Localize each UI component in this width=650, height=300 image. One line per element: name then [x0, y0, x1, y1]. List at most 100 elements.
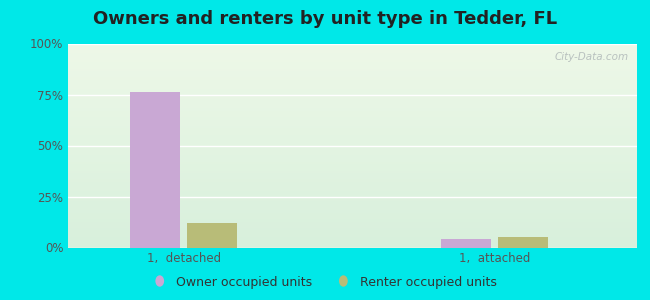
Bar — [68, 177, 637, 178]
Bar — [68, 142, 637, 143]
Bar — [187, 223, 237, 248]
Bar — [68, 125, 637, 126]
Bar — [68, 63, 637, 64]
Bar — [68, 209, 637, 210]
Bar — [68, 148, 637, 150]
Bar — [68, 120, 637, 121]
Bar — [68, 187, 637, 188]
Bar — [68, 92, 637, 94]
Bar — [68, 78, 637, 79]
Bar — [68, 225, 637, 226]
Bar — [68, 145, 637, 146]
Bar — [68, 200, 637, 201]
Bar — [68, 80, 637, 81]
Bar — [68, 54, 637, 55]
Bar — [68, 166, 637, 167]
Bar — [68, 243, 637, 244]
Bar — [68, 84, 637, 85]
Bar — [68, 189, 637, 190]
Bar — [68, 168, 637, 169]
Bar — [68, 95, 637, 97]
Bar — [68, 44, 637, 46]
Bar — [68, 109, 637, 110]
Bar — [68, 236, 637, 237]
Bar — [68, 235, 637, 236]
Bar — [68, 81, 637, 82]
Bar — [68, 98, 637, 99]
Bar — [68, 155, 637, 156]
Bar — [68, 245, 637, 247]
Bar — [68, 103, 637, 104]
Bar — [68, 90, 637, 92]
Bar — [68, 216, 637, 217]
Bar — [68, 53, 637, 54]
Bar — [68, 105, 637, 106]
Bar — [68, 76, 637, 77]
Bar — [68, 79, 637, 80]
Bar — [68, 175, 637, 176]
Bar — [68, 233, 637, 234]
Bar — [68, 214, 637, 215]
Bar — [68, 238, 637, 239]
Bar — [68, 231, 637, 232]
Bar — [68, 186, 637, 187]
Bar — [68, 239, 637, 240]
Bar — [68, 138, 637, 140]
Bar — [68, 152, 637, 153]
Bar — [68, 116, 637, 117]
Bar — [68, 151, 637, 152]
Bar — [68, 237, 637, 238]
Bar — [68, 223, 637, 224]
Bar — [68, 119, 637, 120]
Bar — [68, 77, 637, 78]
Bar — [68, 113, 637, 114]
Bar — [68, 201, 637, 202]
Bar — [68, 88, 637, 89]
Bar — [68, 157, 637, 158]
Bar — [68, 106, 637, 107]
Bar — [68, 67, 637, 68]
Bar — [68, 143, 637, 145]
Bar — [68, 167, 637, 168]
Bar — [68, 205, 637, 206]
Bar — [68, 58, 637, 59]
Bar — [68, 66, 637, 67]
Bar — [68, 228, 637, 229]
Bar — [68, 118, 637, 119]
Bar — [68, 240, 637, 242]
Bar — [131, 92, 180, 247]
Bar — [68, 133, 637, 134]
Bar — [68, 52, 637, 53]
Bar — [68, 196, 637, 197]
Bar — [68, 140, 637, 141]
Bar — [68, 202, 637, 203]
Bar — [68, 137, 637, 138]
Bar — [68, 171, 637, 172]
Bar — [68, 75, 637, 76]
Bar — [68, 244, 637, 245]
Bar — [68, 132, 637, 133]
Bar — [68, 204, 637, 205]
Bar — [68, 72, 637, 73]
Bar — [68, 232, 637, 233]
Bar — [68, 62, 637, 63]
Bar — [68, 83, 637, 84]
Bar — [441, 239, 491, 247]
Bar — [68, 247, 637, 248]
Bar — [68, 158, 637, 159]
Bar — [68, 51, 637, 52]
Bar — [68, 226, 637, 227]
Bar — [68, 163, 637, 164]
Bar — [68, 60, 637, 61]
Bar — [68, 170, 637, 171]
Bar — [68, 179, 637, 180]
Bar — [68, 242, 637, 243]
Bar — [68, 107, 637, 108]
Bar — [68, 102, 637, 103]
Bar — [68, 99, 637, 100]
Bar — [68, 162, 637, 163]
Bar — [68, 222, 637, 223]
Bar — [68, 215, 637, 216]
Bar — [68, 154, 637, 155]
Bar — [68, 202, 637, 204]
